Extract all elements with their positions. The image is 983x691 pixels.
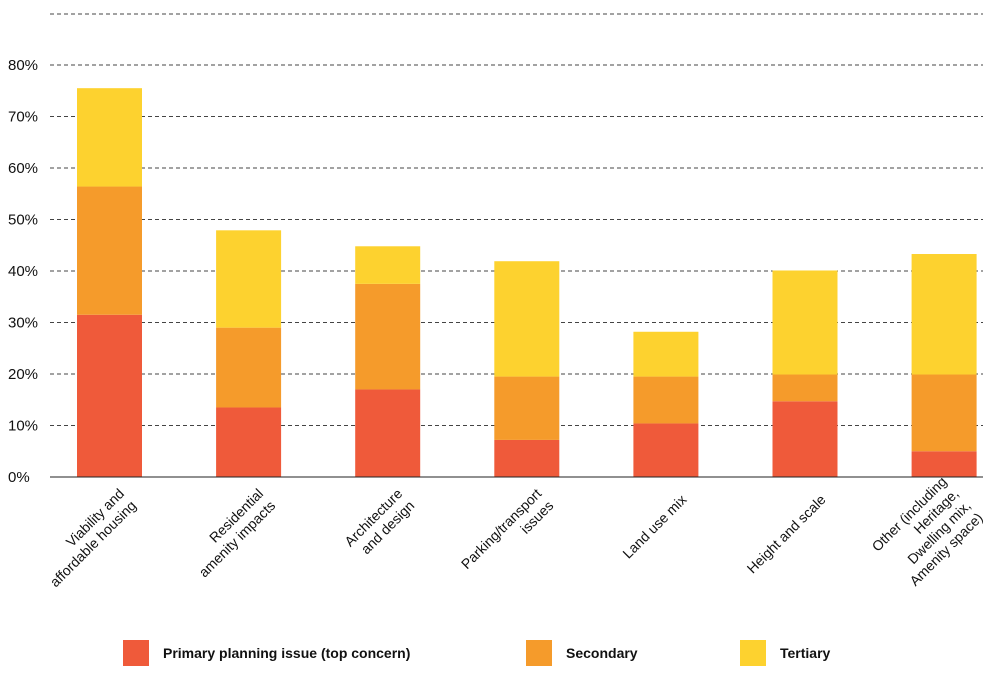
legend-label: Tertiary: [780, 645, 831, 661]
bar-segment-primary: [772, 401, 838, 477]
y-tick-label: 50%: [8, 212, 38, 229]
bar-segment-primary: [494, 439, 560, 477]
x-category-label: Residentialamenity impacts: [183, 485, 278, 580]
legend-label: Primary planning issue (top concern): [163, 645, 410, 661]
legend-swatch: [526, 640, 552, 666]
x-category-text: Residentialamenity impacts: [183, 485, 278, 580]
bar-segment-primary: [77, 314, 142, 477]
bar-segment-tertiary: [216, 230, 282, 328]
x-category-label: Land use mix: [619, 491, 689, 561]
x-category-label: Height and scale: [744, 491, 829, 576]
bar-segment-tertiary: [772, 270, 838, 375]
bar-segment-secondary: [772, 374, 838, 402]
bar-segment-primary: [216, 407, 282, 477]
bar-segment-secondary: [216, 327, 282, 408]
y-tick-label: 60%: [8, 160, 38, 177]
x-category-text: Land use mix: [619, 491, 689, 561]
x-category-text: Viability andaffordable housing: [35, 485, 140, 590]
legend-item: Secondary: [526, 640, 638, 666]
x-category-text: Height and scale: [744, 491, 829, 576]
x-category-label: Viability andaffordable housing: [35, 485, 140, 590]
x-axis-labels: Viability andaffordable housing Residenti…: [35, 473, 983, 590]
bar-segment-primary: [355, 389, 421, 477]
x-category-text: Parking/transportissues: [458, 485, 557, 584]
legend: Primary planning issue (top concern) Seco…: [123, 640, 831, 666]
x-category-label: Parking/transportissues: [458, 485, 557, 584]
bar-segment-secondary: [494, 376, 560, 440]
y-axis-ticks: 0% 10% 20% 30% 40% 50% 60% 70% 80%: [8, 57, 38, 486]
bar-segment-tertiary: [911, 254, 977, 375]
x-category-line: Land use mix: [619, 491, 689, 561]
x-category-line: Height and scale: [744, 491, 829, 576]
bar-segment-tertiary: [355, 246, 421, 284]
y-tick-label: 40%: [8, 263, 38, 280]
x-category-label: Other (includingHeritage,Dwelling mix,Am…: [869, 473, 983, 590]
bar-segment-tertiary: [633, 331, 699, 377]
legend-swatch: [740, 640, 766, 666]
bar-segment-secondary: [77, 186, 142, 315]
legend-item: Primary planning issue (top concern): [123, 640, 410, 666]
y-tick-label: 0%: [8, 469, 30, 486]
bar-segment-primary: [911, 451, 977, 477]
y-tick-label: 80%: [8, 57, 38, 74]
bar-segment-secondary: [633, 376, 699, 424]
y-tick-label: 30%: [8, 315, 38, 332]
bar-segment-secondary: [911, 374, 977, 452]
y-tick-label: 10%: [8, 418, 38, 435]
x-category-text: Architectureand design: [341, 485, 417, 561]
legend-swatch: [123, 640, 149, 666]
legend-item: Tertiary: [740, 640, 831, 666]
y-tick-label: 20%: [8, 366, 38, 383]
bar-segment-secondary: [355, 283, 421, 390]
bar-segment-primary: [633, 423, 699, 477]
bar-segment-tertiary: [494, 261, 560, 377]
bars: [77, 88, 977, 477]
x-category-label: Architectureand design: [341, 485, 417, 561]
bar-segment-tertiary: [77, 88, 142, 187]
y-tick-label: 70%: [8, 109, 38, 126]
x-category-text: Other (includingHeritage,Dwelling mix,Am…: [869, 473, 983, 590]
legend-label: Secondary: [566, 645, 638, 661]
